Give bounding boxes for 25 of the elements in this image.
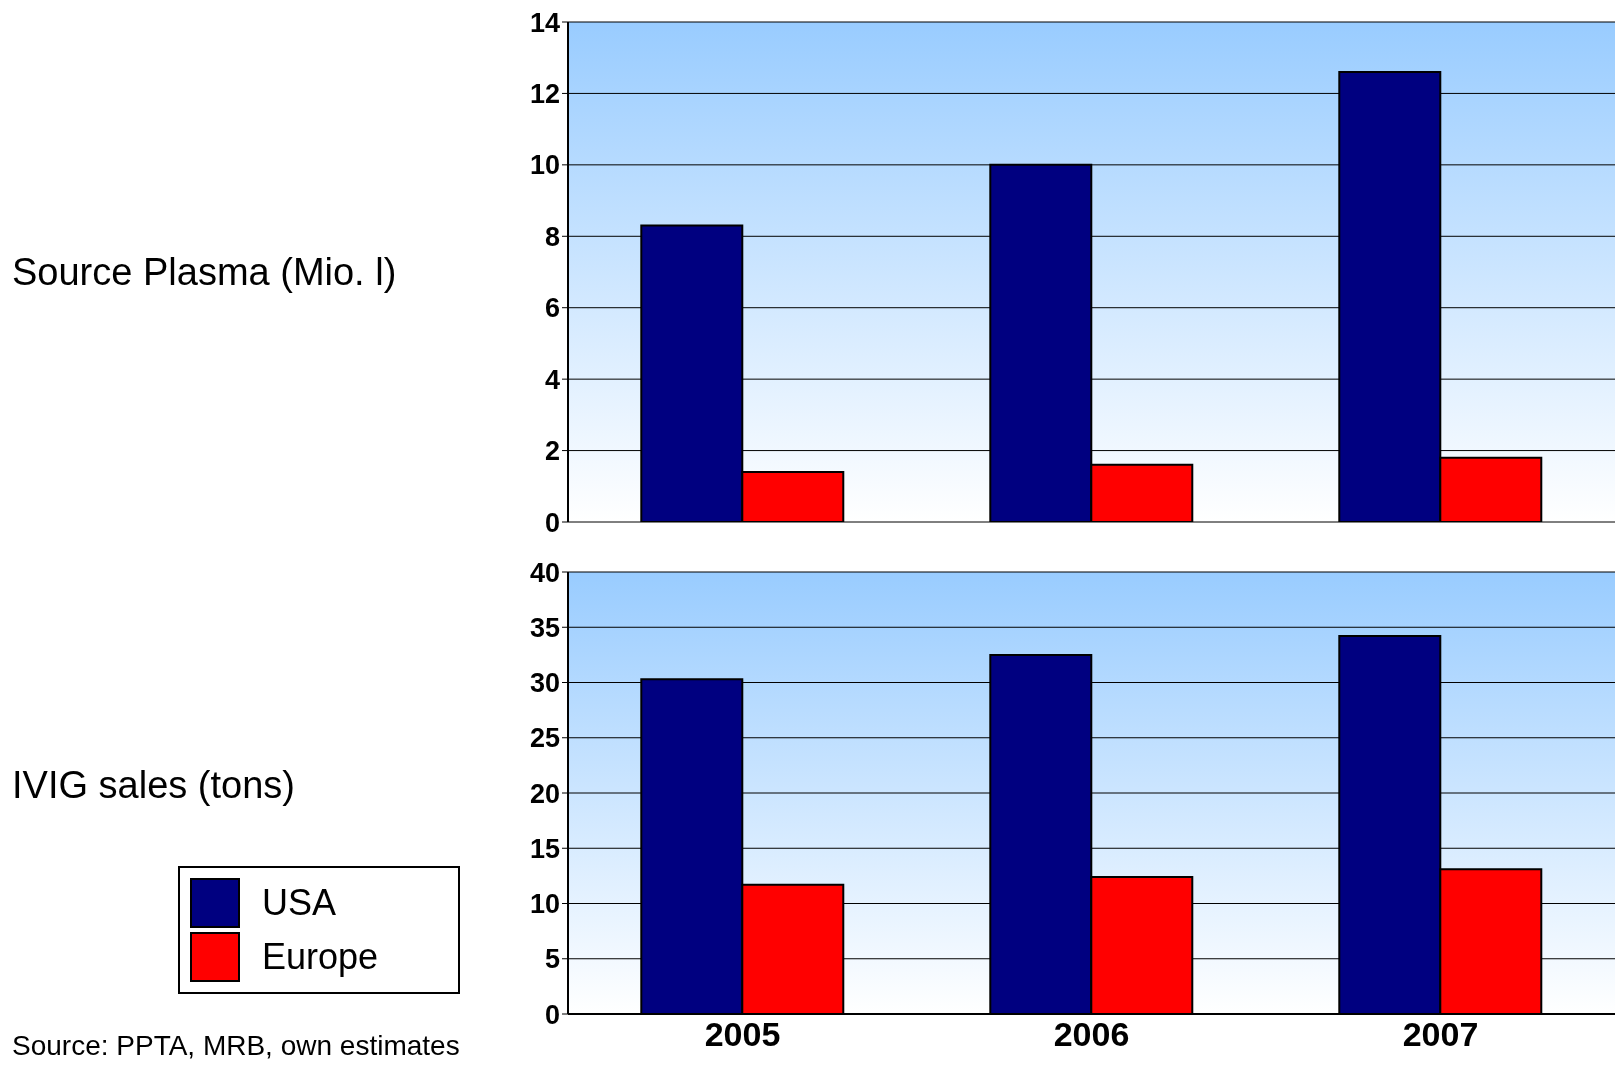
y-tick-label: 8 bbox=[544, 221, 560, 252]
y-tick-label: 12 bbox=[529, 79, 560, 110]
y-tick-label: 4 bbox=[544, 364, 560, 395]
x-tick-label: 2007 bbox=[1402, 1015, 1479, 1054]
x-tick-label: 2006 bbox=[1053, 1015, 1130, 1054]
y-tick-label: 14 bbox=[529, 7, 560, 38]
y-tick-label: 10 bbox=[529, 889, 560, 920]
source-note: Source: PPTA, MRB, own estimates bbox=[12, 1030, 460, 1062]
y-tick-label: 0 bbox=[544, 507, 560, 538]
y-tick-label: 30 bbox=[529, 668, 560, 699]
y-tick-label: 15 bbox=[529, 833, 560, 864]
y-axis-title: Source Plasma (Mio. l) bbox=[12, 251, 397, 294]
y-tick-label: 2 bbox=[544, 436, 560, 467]
y-axis-title: IVIG sales (tons) bbox=[12, 764, 295, 807]
y-tick-label: 20 bbox=[529, 778, 560, 809]
legend-label: USA bbox=[262, 882, 337, 924]
y-tick-label: 25 bbox=[529, 723, 560, 754]
y-tick-label: 0 bbox=[544, 999, 560, 1030]
y-tick-label: 40 bbox=[529, 557, 560, 588]
y-tick-label: 35 bbox=[529, 612, 560, 643]
x-tick-label: 2005 bbox=[704, 1015, 781, 1054]
y-tick-label: 6 bbox=[544, 293, 560, 324]
legend-label: Europe bbox=[262, 936, 379, 978]
y-tick-label: 10 bbox=[529, 150, 560, 181]
y-tick-label: 5 bbox=[544, 944, 560, 975]
